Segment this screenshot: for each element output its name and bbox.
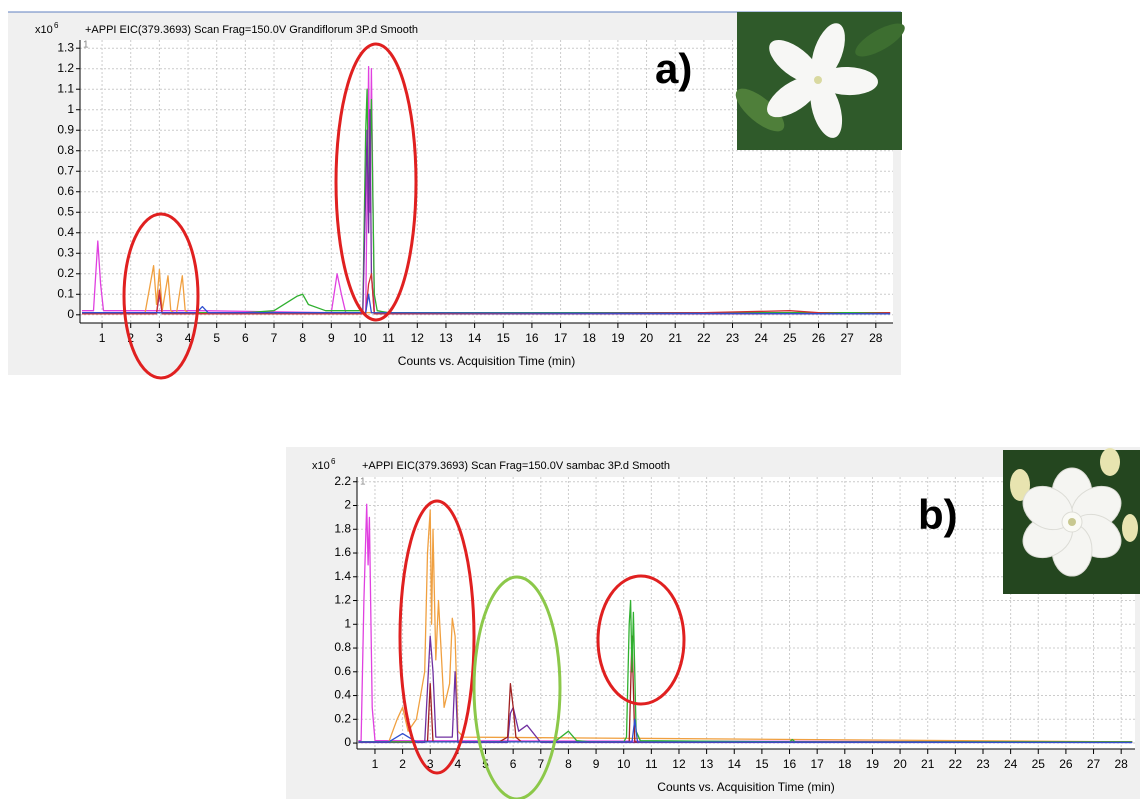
x-tick-label: 22 xyxy=(697,331,711,345)
x-tick-label: 23 xyxy=(726,331,740,345)
plots: +APPI EIC(379.3693) Scan Frag=150.0V Gra… xyxy=(35,21,1135,794)
trace-label: 1 xyxy=(83,40,89,51)
x-tick-label: 7 xyxy=(537,757,544,771)
x-tick-label: 14 xyxy=(468,331,482,345)
x-tick-label: 21 xyxy=(921,757,935,771)
x-tick-label: 2 xyxy=(399,757,406,771)
x-tick-label: 26 xyxy=(1059,757,1073,771)
y-tick-label: 0.4 xyxy=(334,688,351,702)
flower-photo-b xyxy=(1003,448,1140,594)
x-axis-title: Counts vs. Acquisition Time (min) xyxy=(657,780,834,794)
y-tick-label: 1.2 xyxy=(57,61,74,75)
x-tick-label: 18 xyxy=(838,757,852,771)
y-unit-label: x10 xyxy=(35,24,53,36)
y-tick-label: 0.7 xyxy=(57,163,74,177)
x-tick-label: 28 xyxy=(869,331,883,345)
x-tick-label: 8 xyxy=(299,331,306,345)
x-tick-label: 1 xyxy=(99,331,106,345)
x-tick-label: 22 xyxy=(949,757,963,771)
y-tick-label: 1.2 xyxy=(334,593,351,607)
figure: +APPI EIC(379.3693) Scan Frag=150.0V Gra… xyxy=(0,0,1140,799)
y-tick-label: 0.2 xyxy=(334,711,351,725)
x-tick-label: 10 xyxy=(617,757,631,771)
x-tick-label: 13 xyxy=(439,331,453,345)
y-tick-label: 0.2 xyxy=(57,266,74,280)
x-tick-label: 25 xyxy=(783,331,797,345)
y-tick-label: 0.9 xyxy=(57,122,74,136)
x-axis-title: Counts vs. Acquisition Time (min) xyxy=(398,354,575,368)
y-unit-exponent: 6 xyxy=(331,457,336,466)
x-tick-label: 6 xyxy=(242,331,249,345)
y-unit-exponent: 6 xyxy=(54,21,59,30)
x-tick-label: 25 xyxy=(1032,757,1046,771)
x-tick-label: 21 xyxy=(669,331,683,345)
y-tick-label: 1 xyxy=(67,102,74,116)
x-tick-label: 7 xyxy=(271,331,278,345)
x-tick-label: 9 xyxy=(328,331,335,345)
x-tick-label: 4 xyxy=(455,757,462,771)
x-tick-label: 10 xyxy=(353,331,367,345)
x-tick-label: 27 xyxy=(1087,757,1101,771)
y-tick-label: 2.2 xyxy=(334,474,351,488)
y-tick-label: 0.8 xyxy=(334,640,351,654)
x-tick-label: 8 xyxy=(565,757,572,771)
x-tick-label: 16 xyxy=(525,331,539,345)
x-tick-label: 19 xyxy=(611,331,625,345)
x-tick-label: 23 xyxy=(976,757,990,771)
x-tick-label: 11 xyxy=(382,331,395,345)
x-tick-label: 24 xyxy=(1004,757,1018,771)
chart-title: +APPI EIC(379.3693) Scan Frag=150.0V sam… xyxy=(362,460,670,472)
y-tick-label: 1.1 xyxy=(57,81,74,95)
y-tick-label: 1.8 xyxy=(334,521,351,535)
y-unit-label: x10 xyxy=(312,460,330,472)
x-tick-label: 12 xyxy=(672,757,686,771)
x-tick-label: 17 xyxy=(810,757,824,771)
panel-label: b) xyxy=(918,491,958,538)
x-tick-label: 18 xyxy=(583,331,597,345)
y-tick-label: 1.3 xyxy=(57,40,74,54)
x-tick-label: 26 xyxy=(812,331,826,345)
y-tick-label: 0.6 xyxy=(57,184,74,198)
x-tick-label: 15 xyxy=(497,331,511,345)
panel-label: a) xyxy=(655,45,692,92)
x-tick-label: 6 xyxy=(510,757,517,771)
y-tick-label: 1.4 xyxy=(334,569,351,583)
x-tick-label: 12 xyxy=(411,331,425,345)
y-tick-label: 0.5 xyxy=(57,204,74,218)
y-tick-label: 0 xyxy=(67,307,74,321)
flower-photo-a xyxy=(729,12,909,150)
x-tick-label: 20 xyxy=(640,331,654,345)
y-tick-label: 1 xyxy=(344,616,351,630)
x-tick-label: 17 xyxy=(554,331,568,345)
chart-title: +APPI EIC(379.3693) Scan Frag=150.0V Gra… xyxy=(85,24,418,36)
y-tick-label: 0.6 xyxy=(334,664,351,678)
x-tick-label: 19 xyxy=(866,757,880,771)
y-tick-label: 0.4 xyxy=(57,225,74,239)
x-tick-label: 5 xyxy=(213,331,220,345)
y-tick-label: 0 xyxy=(344,735,351,749)
y-tick-label: 0.8 xyxy=(57,143,74,157)
x-tick-label: 3 xyxy=(156,331,163,345)
x-tick-label: 27 xyxy=(840,331,854,345)
page: {"chart_data": [ {"type": "line", "panel… xyxy=(0,0,1140,799)
x-tick-label: 20 xyxy=(893,757,907,771)
x-tick-label: 13 xyxy=(700,757,714,771)
x-tick-label: 16 xyxy=(783,757,797,771)
y-tick-label: 2 xyxy=(344,498,351,512)
x-tick-label: 15 xyxy=(755,757,769,771)
x-tick-label: 14 xyxy=(728,757,742,771)
y-tick-label: 0.1 xyxy=(57,286,74,300)
y-tick-label: 0.3 xyxy=(57,245,74,259)
x-tick-label: 9 xyxy=(593,757,600,771)
x-tick-label: 1 xyxy=(372,757,379,771)
x-tick-label: 24 xyxy=(754,331,768,345)
x-tick-label: 28 xyxy=(1115,757,1129,771)
y-tick-label: 1.6 xyxy=(334,545,351,559)
x-tick-label: 11 xyxy=(645,757,658,771)
